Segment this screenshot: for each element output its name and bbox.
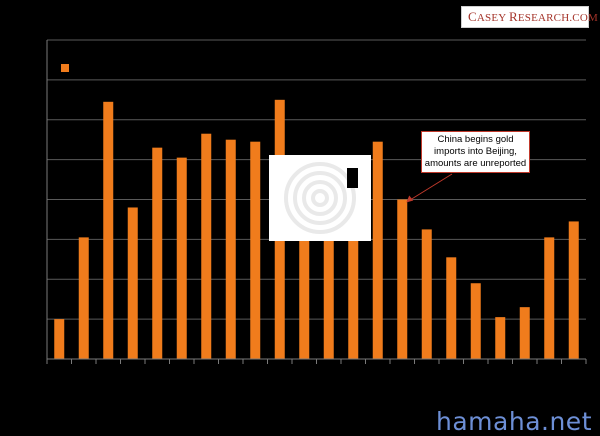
bar [176,157,187,359]
bar [103,101,114,360]
bar [372,141,383,359]
annotation-arrow [406,173,453,203]
bar [495,317,506,359]
logo-text: CASEY RESEARCH.COM [468,9,598,24]
bar [299,207,310,359]
legend-swatch [61,64,69,72]
bar [127,207,138,359]
bar [568,221,579,359]
bar [78,237,89,359]
bar [397,199,408,359]
dark-block [347,168,358,188]
casey-research-logo: CASEY RESEARCH.COM [461,6,598,28]
bar [470,283,481,359]
bar [348,193,359,359]
annotation-line-2: imports into Beijing, [434,146,517,157]
bar [225,139,236,359]
bar [446,257,457,359]
watermark-text: hamaha.net [436,407,592,436]
bar [519,307,530,359]
spiral-seal-icon [284,162,356,234]
annotation-line-3: amounts are unreported [424,158,527,169]
bar [323,177,334,359]
annotation-line-1: China begins gold [437,134,514,145]
bar [201,133,212,359]
arrow-head [406,195,414,203]
axes [46,40,587,364]
bar [250,141,261,359]
arrow-line [408,173,453,201]
bar [152,147,163,359]
bars [54,99,579,360]
annotation-callout: China begins gold imports into Beijing, … [421,131,530,173]
bar [421,229,432,359]
bar [54,319,65,359]
bar [544,237,555,359]
